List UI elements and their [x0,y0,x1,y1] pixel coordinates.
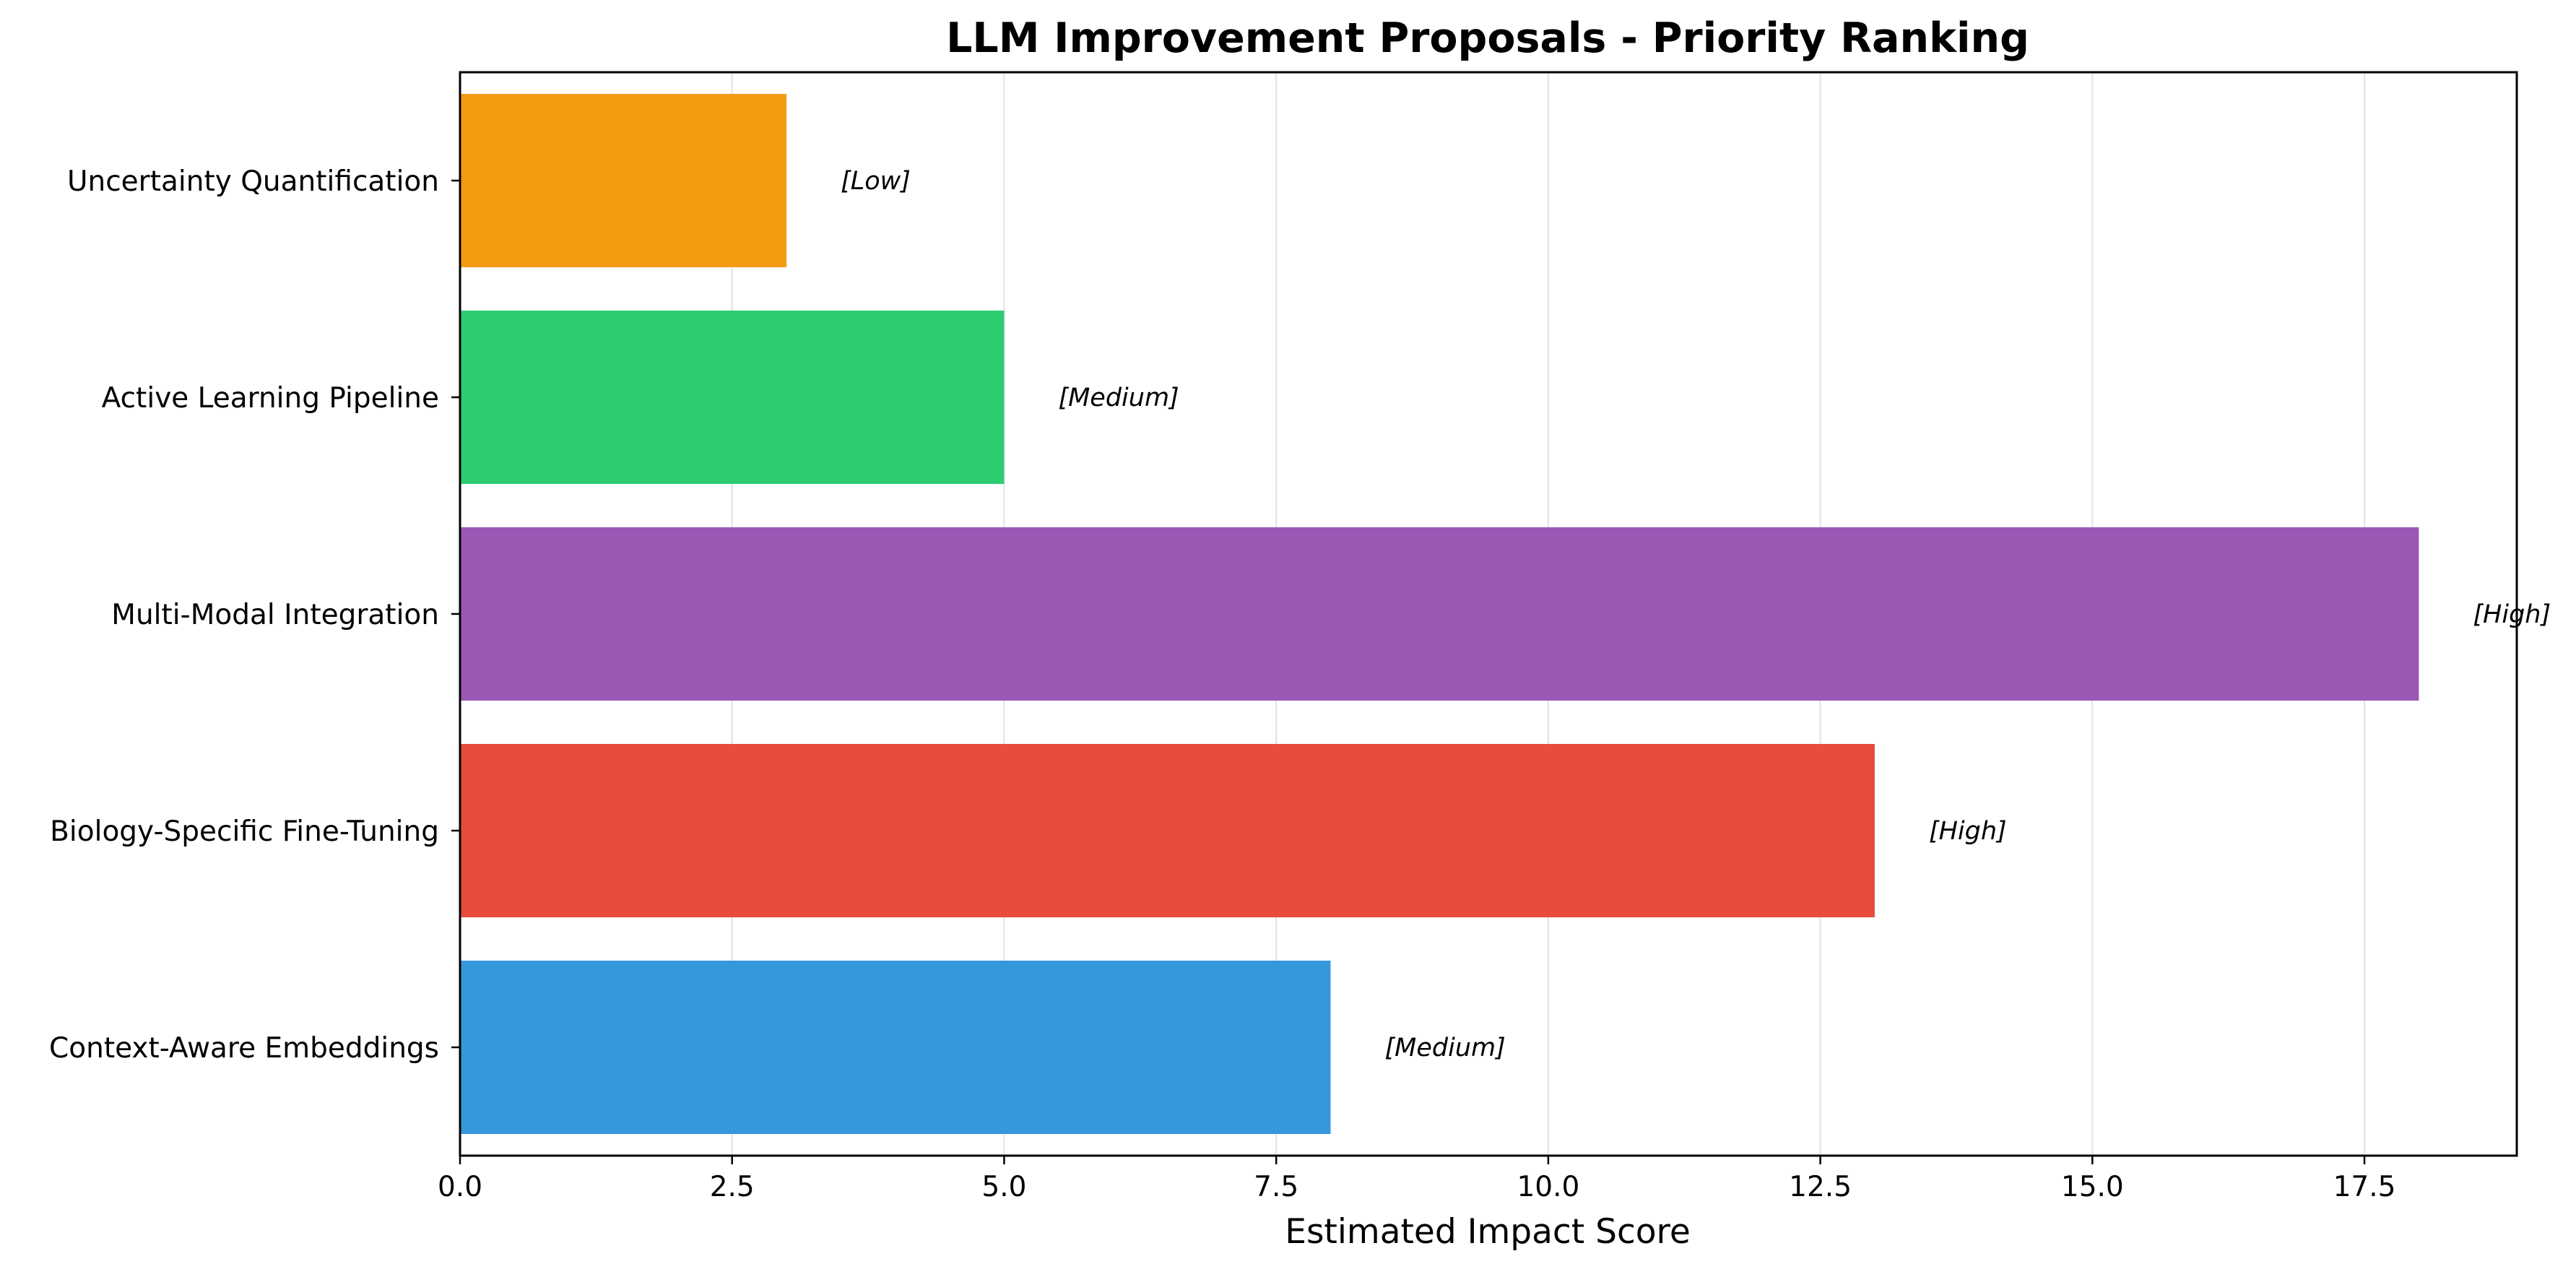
x-tick-label: 15.0 [2061,1171,2124,1203]
x-tick-label: 2.5 [710,1171,755,1203]
bar-context-aware-embeddings [460,961,1331,1134]
priority-label: [High] [1929,817,2007,846]
x-axis-label: Estimated Impact Score [1285,1212,1691,1252]
x-tick-label: 10.0 [1517,1171,1579,1203]
chart-title: LLM Improvement Proposals - Priority Ran… [946,14,2029,62]
y-tick-label: Uncertainty Quantification [67,165,439,198]
x-tick-label: 0.0 [438,1171,482,1203]
bar-multi-modal-integration [460,527,2419,701]
priority-label: [Low] [841,167,911,196]
bar-uncertainty-quantification [460,94,787,267]
priority-label: [Medium] [1058,384,1179,412]
priority-label: [Medium] [1385,1034,1506,1062]
y-tick-label: Active Learning Pipeline [102,382,439,415]
x-tick-label: 17.5 [2333,1171,2396,1203]
x-tick-label: 7.5 [1254,1171,1298,1203]
axis-layer: 0.0 2.5 5.0 7.5 10.0 12.5 15.0 17.5 Context-Awar… [49,71,2518,1203]
x-tick-label: 12.5 [1789,1171,1852,1203]
bar-layer [460,94,2419,1134]
y-tick-label: Context-Aware Embeddings [49,1032,439,1065]
y-tick-label: Biology-Specific Fine-Tuning [50,815,439,848]
priority-label: [High] [2473,600,2551,629]
annotation-layer: [Medium] [High] [High] [Medium] [Low] [841,167,2551,1062]
y-tick-label: Multi-Modal Integration [111,599,439,631]
bar-active-learning-pipeline [460,311,1005,484]
bar-biology-specific-fine-tuning [460,744,1875,917]
x-tick-label: 5.0 [981,1171,1026,1203]
